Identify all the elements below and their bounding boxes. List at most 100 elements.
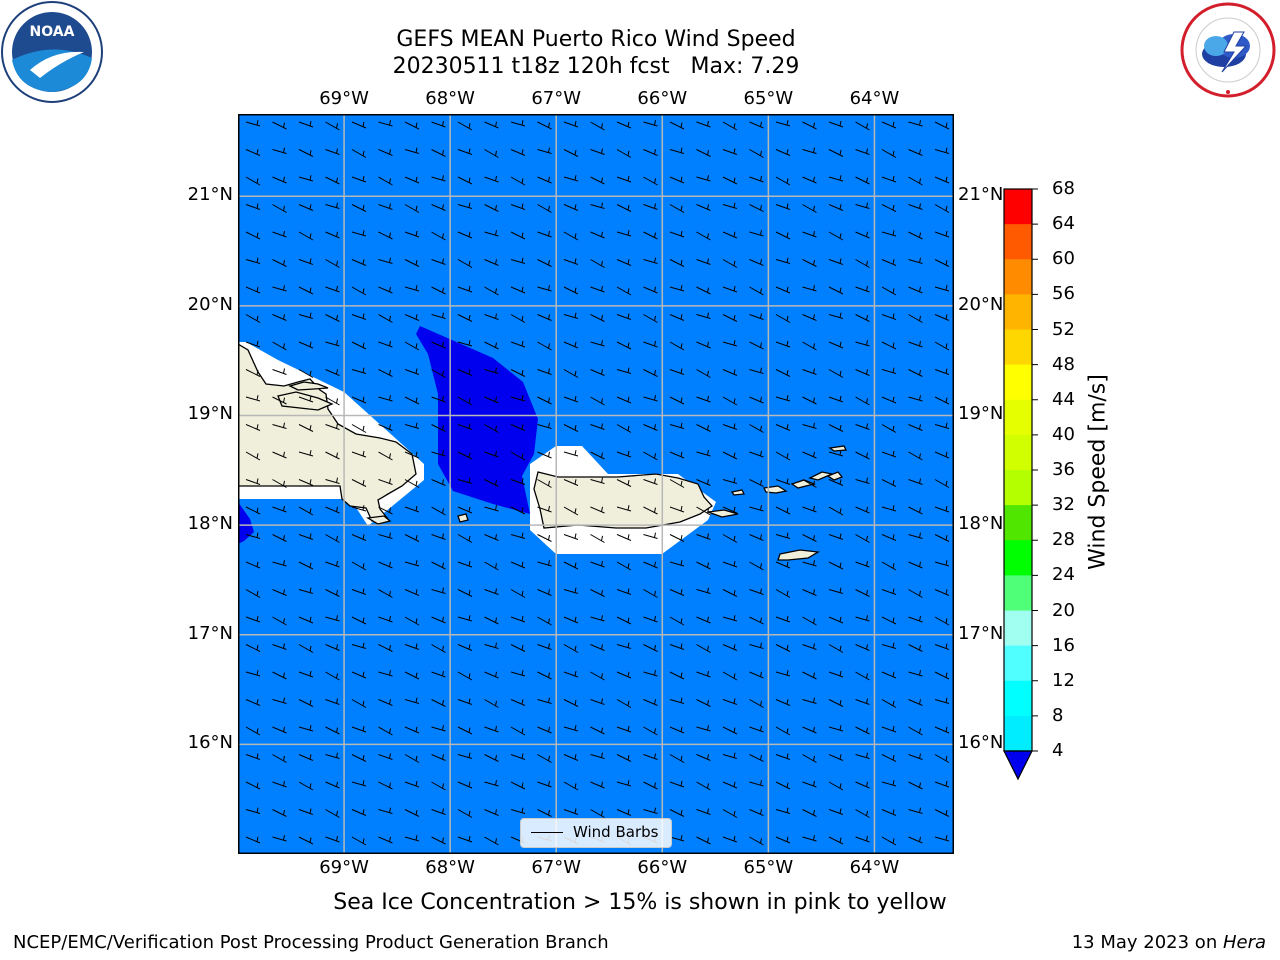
wind-barb xyxy=(325,835,340,843)
lat-label-left: 19°N xyxy=(187,403,233,425)
wind-barb xyxy=(272,835,287,842)
wind-barb xyxy=(828,587,844,594)
wind-barb xyxy=(351,175,367,183)
wind-barb xyxy=(457,726,473,735)
wind-barb xyxy=(722,615,738,622)
wind-barb xyxy=(537,671,552,680)
wind-barb xyxy=(351,450,367,458)
wind-barb xyxy=(590,560,605,568)
wind-barb xyxy=(722,451,738,460)
wind-barb xyxy=(245,424,261,431)
wind-barb xyxy=(802,176,817,184)
wind-barb xyxy=(696,424,711,432)
wind-barb xyxy=(404,643,420,650)
wind-barb xyxy=(934,726,950,734)
wind-barb xyxy=(934,780,950,788)
wind-barb xyxy=(616,175,632,183)
wind-barb xyxy=(934,671,950,680)
wind-barb xyxy=(378,589,393,598)
wind-barb xyxy=(616,230,632,237)
culebra-island xyxy=(730,489,746,496)
wind-barb xyxy=(696,670,711,678)
wind-barb xyxy=(749,396,764,404)
wind-barb xyxy=(881,561,897,571)
wind-barb xyxy=(378,506,393,515)
lon-label-top: 69°W xyxy=(319,88,369,109)
wind-barb xyxy=(669,451,685,459)
colorbar-tick-label: 44 xyxy=(1052,388,1075,410)
wind-barb xyxy=(749,367,764,374)
wind-barb xyxy=(855,369,870,376)
wind-barb xyxy=(802,230,817,238)
wind-barb xyxy=(934,121,950,130)
wind-barb xyxy=(378,836,393,844)
lat-label-left: 21°N xyxy=(187,184,233,206)
wind-barb xyxy=(616,725,632,733)
wind-barb xyxy=(245,120,261,127)
wind-barb xyxy=(669,422,685,429)
wind-barb xyxy=(643,257,658,264)
wind-barb xyxy=(828,725,844,732)
wind-barb xyxy=(272,147,287,154)
wind-barb xyxy=(590,698,605,705)
wind-barb xyxy=(855,176,870,185)
wind-barb xyxy=(245,203,261,210)
wind-barb xyxy=(881,396,897,404)
wind-barb xyxy=(510,561,526,569)
wind-barb xyxy=(457,259,473,268)
wind-barb xyxy=(457,148,473,155)
wind-barb xyxy=(457,506,473,514)
wind-barb xyxy=(325,781,340,789)
wind-barb xyxy=(881,505,897,512)
wind-barb xyxy=(669,754,685,763)
puerto-rico-land xyxy=(533,471,713,529)
wind-barb xyxy=(749,121,764,129)
colorbar-segment xyxy=(1004,470,1032,506)
wind-barb xyxy=(696,587,711,594)
wind-barb xyxy=(775,369,791,377)
wind-barb xyxy=(457,644,473,651)
virgin-gorda-island xyxy=(826,471,844,481)
wind-barb xyxy=(590,148,605,155)
wind-barb xyxy=(616,780,632,787)
wind-barb xyxy=(669,314,685,321)
wind-barb xyxy=(325,615,340,622)
wind-barb xyxy=(855,589,870,597)
nws-logo xyxy=(1180,2,1276,98)
wind-barb xyxy=(802,341,817,351)
wind-barb xyxy=(325,231,340,239)
wind-barb xyxy=(510,807,526,814)
wind-barb xyxy=(934,835,950,842)
colorbar-segment xyxy=(1004,610,1032,647)
colorbar-segment xyxy=(1004,189,1032,225)
wind-barb xyxy=(802,451,817,459)
lat-label-left: 17°N xyxy=(187,622,233,644)
wind-barb xyxy=(537,176,552,184)
colorbar-tick-label: 20 xyxy=(1052,599,1075,621)
wind-barb xyxy=(272,176,287,184)
wind-barb xyxy=(431,312,446,319)
wind-barb xyxy=(881,175,897,183)
wind-barb xyxy=(722,560,738,568)
wind-barb xyxy=(378,257,393,264)
colorbar-tick-label: 68 xyxy=(1052,178,1075,199)
wind-barb xyxy=(590,477,605,484)
wind-barb xyxy=(457,121,473,131)
wind-barb-legend-line xyxy=(531,832,563,833)
wind-barb xyxy=(325,809,340,818)
wind-barb xyxy=(484,450,499,458)
wind-barb xyxy=(696,341,711,349)
wind-barb xyxy=(563,395,579,403)
wind-barb xyxy=(351,149,367,158)
wind-barb xyxy=(881,780,897,787)
wind-barb xyxy=(457,451,473,460)
wind-barb xyxy=(828,533,844,540)
wind-barb xyxy=(537,204,552,213)
wind-barb xyxy=(484,754,499,762)
wind-barb xyxy=(643,506,658,515)
wind-barb xyxy=(828,836,844,845)
wind-barb xyxy=(908,753,923,760)
wind-barb xyxy=(484,313,499,320)
wind-barb xyxy=(457,285,473,293)
wind-barb xyxy=(325,148,340,155)
